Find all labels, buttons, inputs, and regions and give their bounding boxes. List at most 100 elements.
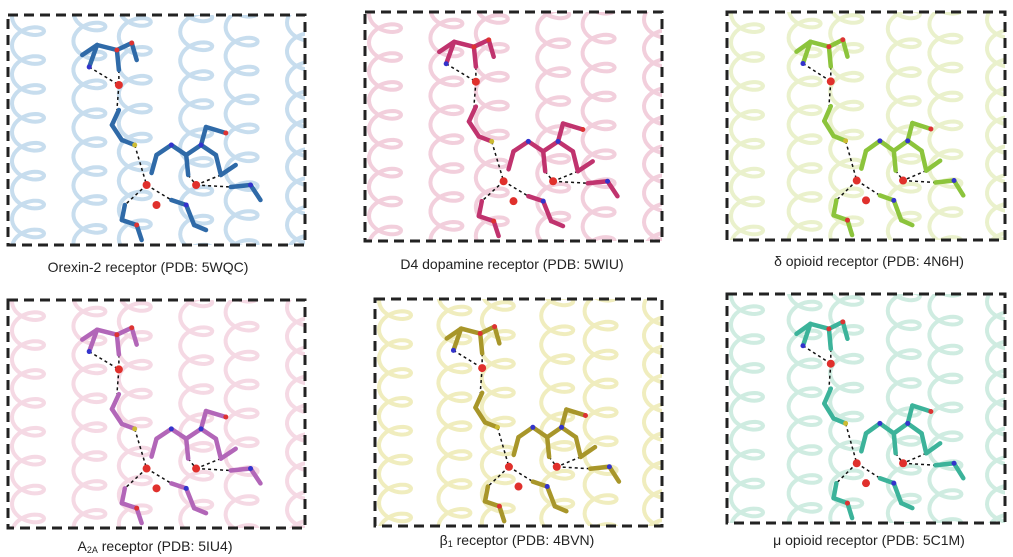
water xyxy=(471,77,480,86)
bond xyxy=(877,138,897,154)
atom xyxy=(477,331,483,337)
caption-text: Orexin-2 receptor (PDB: 5WQC) xyxy=(48,259,249,275)
caption: β1 receptor (PDB: 4BVN) xyxy=(440,532,595,550)
bond xyxy=(585,179,610,186)
bond xyxy=(86,327,100,354)
atom xyxy=(492,324,498,330)
bond xyxy=(845,500,855,521)
atom xyxy=(840,319,846,325)
bond xyxy=(169,197,189,208)
bond xyxy=(94,327,120,337)
atom xyxy=(843,420,849,426)
bond xyxy=(486,37,496,60)
caption-text: A xyxy=(78,538,88,554)
caption-subscript: 2A xyxy=(87,545,98,555)
bond xyxy=(119,217,139,228)
bond xyxy=(154,426,174,442)
bond xyxy=(951,178,966,198)
bond xyxy=(516,425,536,440)
bond xyxy=(134,505,144,526)
bond xyxy=(575,159,595,174)
bond xyxy=(905,120,915,144)
water xyxy=(514,482,523,491)
water xyxy=(192,181,201,189)
caption-text: δ opioid receptor (PDB: 4N6H) xyxy=(774,253,964,269)
atom xyxy=(891,197,897,203)
structure xyxy=(727,12,1005,240)
panel-frame xyxy=(363,10,664,243)
bond xyxy=(951,461,966,481)
atom xyxy=(496,503,502,509)
helix xyxy=(728,294,766,523)
atom xyxy=(183,485,189,491)
bond xyxy=(473,405,488,425)
panel-frame xyxy=(6,298,307,530)
bond xyxy=(466,104,479,124)
hydrogen-bond xyxy=(828,363,832,389)
bond xyxy=(482,499,502,509)
water xyxy=(142,181,151,189)
helix xyxy=(927,294,964,523)
hydrogen-bond xyxy=(902,169,927,182)
atom xyxy=(132,142,138,148)
bond xyxy=(822,118,836,139)
hydrogen-bond xyxy=(835,462,858,484)
bond xyxy=(573,434,583,460)
bond xyxy=(119,486,128,506)
helix xyxy=(927,12,964,240)
atom xyxy=(844,500,850,506)
bond xyxy=(905,138,924,154)
helix xyxy=(71,300,108,528)
helix xyxy=(376,299,414,526)
caption: μ opioid receptor (PDB: 5C1M) xyxy=(773,532,965,548)
bond xyxy=(129,325,139,347)
atom xyxy=(198,426,204,432)
panel-frame xyxy=(6,13,307,247)
caption-text: receptor (PDB: 4BVN) xyxy=(453,532,595,548)
atom xyxy=(580,126,586,132)
bond xyxy=(863,421,883,436)
hydrogen-bond xyxy=(902,452,927,464)
bond xyxy=(198,408,209,432)
atom xyxy=(951,460,957,466)
atom xyxy=(248,466,254,472)
bond xyxy=(473,390,485,410)
atom xyxy=(471,44,477,50)
bond xyxy=(169,426,189,442)
bond xyxy=(808,39,832,49)
bond xyxy=(605,179,620,199)
hydrogen-bond xyxy=(487,466,510,488)
hydrogen-bond xyxy=(116,84,120,111)
atom xyxy=(877,138,883,144)
atom xyxy=(540,198,546,204)
atom xyxy=(114,47,120,53)
hydrogen-bond xyxy=(124,467,148,489)
helix xyxy=(539,299,576,526)
bond xyxy=(859,148,869,171)
atom xyxy=(605,178,611,184)
panel-bg xyxy=(375,299,662,526)
helix xyxy=(580,12,617,241)
atom xyxy=(494,424,500,430)
atom xyxy=(891,480,897,486)
panel-bg xyxy=(727,12,1005,240)
bond xyxy=(898,217,915,228)
bond xyxy=(564,407,588,418)
bond xyxy=(149,436,159,459)
bond xyxy=(94,42,120,53)
bond xyxy=(544,484,558,509)
bond xyxy=(559,407,569,430)
bond xyxy=(109,406,125,427)
helix xyxy=(984,12,1005,240)
bond xyxy=(198,124,209,148)
bond xyxy=(540,139,561,154)
bond xyxy=(451,326,464,353)
hydrogen-bond xyxy=(496,427,510,467)
bond xyxy=(114,47,122,73)
caption-text: receptor (PDB: 5IU4) xyxy=(98,538,233,554)
hydrogen-bond xyxy=(124,184,148,206)
atom xyxy=(489,138,495,144)
atom xyxy=(223,414,229,420)
hydrogen-bond xyxy=(844,423,858,464)
helix xyxy=(178,300,215,528)
